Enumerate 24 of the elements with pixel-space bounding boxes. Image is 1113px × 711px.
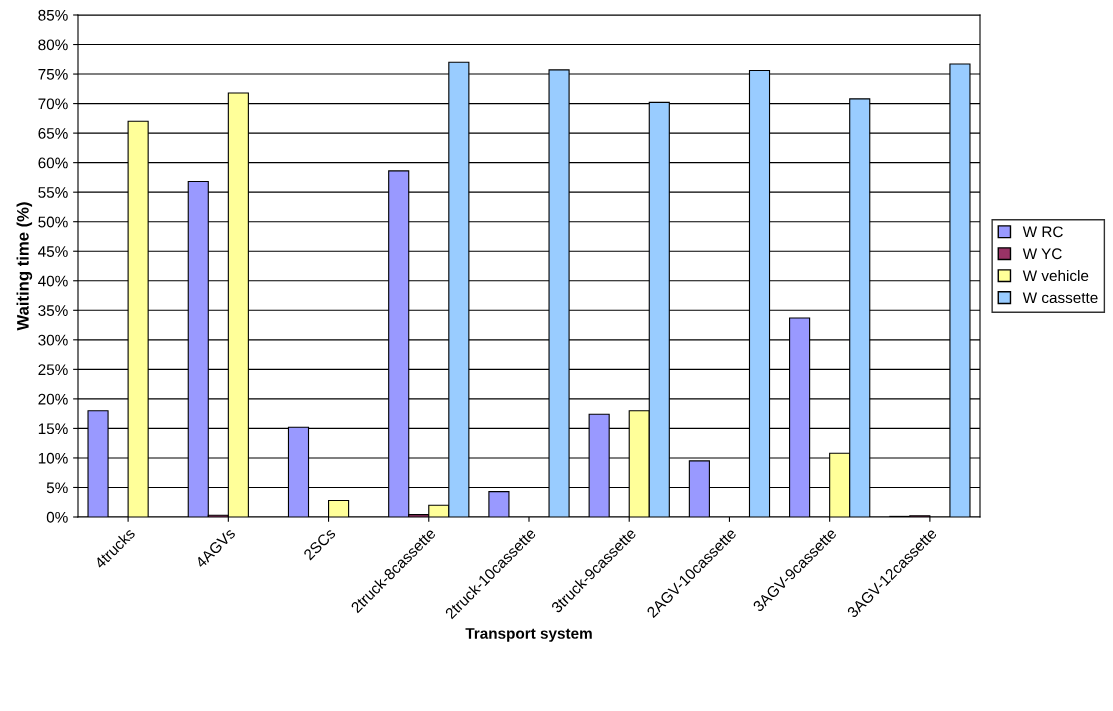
y-tick-label: 70% — [38, 98, 68, 110]
y-tick-label: 40% — [38, 275, 68, 287]
y-tick-label: 20% — [38, 393, 68, 405]
legend-label: W vehicle — [1022, 269, 1089, 282]
legend-label: W YC — [1022, 248, 1062, 260]
y-tick-label: 45% — [38, 246, 68, 257]
legend-label: W cassette — [1022, 292, 1098, 304]
y-tick-label: 60% — [38, 157, 68, 169]
y-axis-title: Waiting time (%) — [16, 202, 33, 331]
y-tick-label: 65% — [38, 127, 68, 139]
legend-label: W RC — [1022, 226, 1063, 238]
y-tick-label: 85% — [38, 9, 68, 21]
y-tick-label: 5% — [46, 482, 68, 494]
y-tick-label: 10% — [38, 452, 68, 464]
y-tick-label: 0% — [46, 511, 68, 523]
y-tick-label: 80% — [38, 39, 68, 51]
y-tick-label: 50% — [38, 216, 68, 228]
y-tick-label: 35% — [38, 305, 68, 316]
y-tick-label: 30% — [38, 334, 68, 346]
y-tick-label: 75% — [38, 68, 68, 80]
y-tick-label: 25% — [38, 364, 68, 376]
y-tick-label: 15% — [38, 423, 68, 435]
x-axis-title: Transport system — [465, 628, 592, 642]
y-tick-label: 55% — [38, 187, 68, 198]
